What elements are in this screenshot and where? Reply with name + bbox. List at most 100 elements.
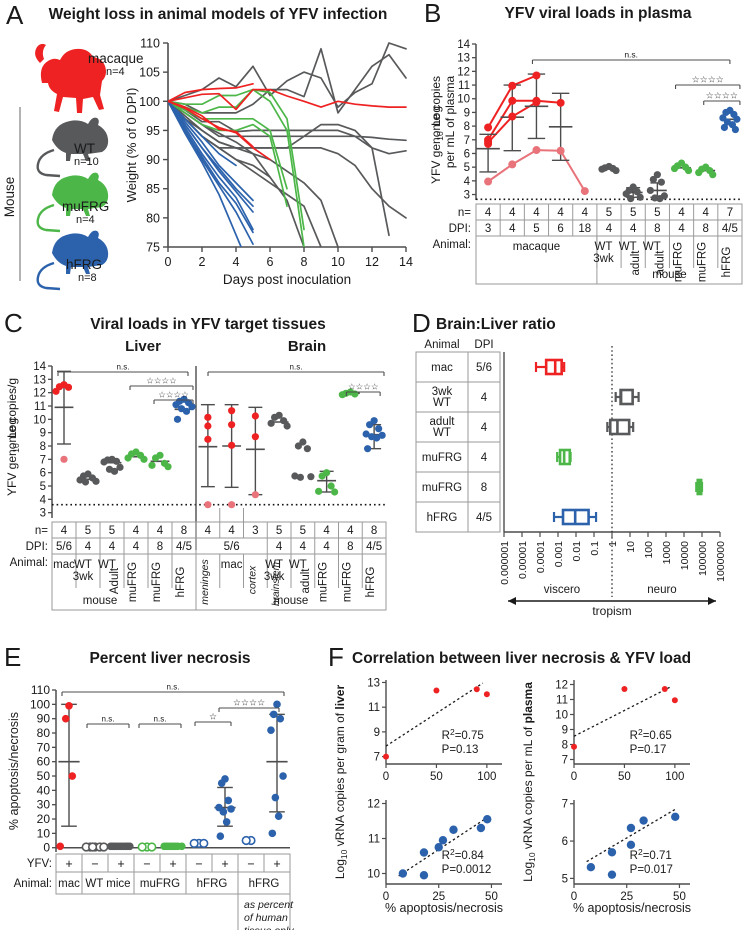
y-tick-label: 85 xyxy=(146,182,160,196)
d-table-cell-animal: adult xyxy=(430,416,456,428)
data-point xyxy=(571,743,577,750)
panel-c-title: Viral loads in YFV target tissues xyxy=(90,316,326,333)
table-cell-dpi: 4 xyxy=(630,223,637,235)
x-tick-label: 100 xyxy=(665,771,684,783)
d-table-cell-dpi: 4 xyxy=(481,422,488,434)
table-cell-n: 7 xyxy=(727,207,733,219)
y-tick-label: 95 xyxy=(146,124,160,138)
stat-label: ☆ xyxy=(209,712,217,722)
data-point xyxy=(148,461,156,469)
table-cell-animal: hFRG xyxy=(365,567,377,598)
data-point xyxy=(269,710,278,719)
table-cell-animal-sub: 3wk xyxy=(264,571,285,583)
table-cell-animal: hFRG xyxy=(721,247,733,278)
y-tick-label: 8 xyxy=(562,740,568,752)
y-tick-label: 12 xyxy=(367,799,380,811)
y-axis-label-1: Log xyxy=(5,418,19,438)
table-cell-dpi: 5/6 xyxy=(224,541,240,553)
table-cell-n: 4 xyxy=(678,207,685,219)
regression-line xyxy=(385,682,484,747)
legend-mouse-mufrg xyxy=(36,172,109,233)
table-cell-dpi: 4 xyxy=(323,541,330,553)
data-point xyxy=(722,108,730,117)
data-point-pale xyxy=(204,501,212,509)
data-point xyxy=(251,412,259,420)
table-cell-animal: mac xyxy=(221,559,243,571)
f-left-x-label: % apoptosis/necrosis xyxy=(385,901,503,915)
f-right-y-label: Log10 vRNA copies per mL of plasma xyxy=(521,682,537,882)
data-point xyxy=(61,714,70,723)
d-x-tick-label: 0.000001 xyxy=(499,541,511,585)
r-squared-label: R2=0.75 xyxy=(442,727,484,742)
d-box-muFRG 4 xyxy=(556,448,572,466)
data-point xyxy=(338,391,346,399)
data-point xyxy=(331,488,339,496)
data-point xyxy=(419,871,429,880)
d-table-cell-animal: muFRG xyxy=(422,482,462,494)
d-x-tick-label: 1 xyxy=(607,541,619,547)
table-mouse-label: mouse xyxy=(83,595,118,607)
x-tick-label: 8 xyxy=(301,255,308,269)
data-point-pale xyxy=(580,187,589,196)
data-point xyxy=(586,863,596,872)
legend-label-hfrg: hFRG xyxy=(66,257,102,272)
y-tick-label: 20 xyxy=(37,812,51,826)
data-point xyxy=(271,793,280,802)
panel-a-figure: macaquen=4WTn=10muFRGn=4hFRGn=8Mouse7580… xyxy=(2,37,413,291)
y-tick-label: 9 xyxy=(40,428,46,440)
y-tick-label: 13 xyxy=(367,677,380,689)
table-cell-animal: brainstem xyxy=(271,562,282,606)
y-axis-label: % apoptosis/necrosis xyxy=(7,712,21,830)
e-table-cell-yfv: + xyxy=(169,857,176,871)
data-point xyxy=(65,701,73,710)
table-row-label: DPI: xyxy=(449,223,471,235)
y-tick-label: 50 xyxy=(37,769,51,783)
data-point xyxy=(383,753,389,760)
macaque-track-1 xyxy=(487,99,561,141)
y-tick-label: 75 xyxy=(146,241,160,255)
x-tick-label: 25 xyxy=(620,891,633,903)
legend-mouse-wt xyxy=(36,117,109,178)
y-tick-label: 10 xyxy=(367,869,380,881)
x-tick-label: 0 xyxy=(383,891,389,903)
y-tick-label: 13 xyxy=(457,53,470,65)
table-cell-dpi: 4 xyxy=(85,541,92,553)
table-cell-dpi: 18 xyxy=(578,223,591,235)
stat-label: ☆☆☆☆ xyxy=(146,376,177,386)
y-tick-label: 110 xyxy=(140,37,160,51)
p-value-label: P=0.17 xyxy=(630,744,667,756)
regression-line xyxy=(573,686,672,737)
panel-e: E Percent liver necrosis 0 10 20 30 40 50 60 70… xyxy=(0,630,320,930)
data-point xyxy=(419,848,429,857)
y-tick-label: 10 xyxy=(33,414,46,426)
table-cell-dpi: 4 xyxy=(678,223,685,235)
y-tick-label: 12 xyxy=(555,680,568,692)
x-tick-label: 0 xyxy=(165,255,172,269)
p-value-label: P=0.017 xyxy=(630,864,673,876)
table-cell-n: 4 xyxy=(485,207,492,219)
d-x-tick-label: 0.00001 xyxy=(517,541,529,579)
table-cell-animal: muFRG xyxy=(697,242,709,282)
d-x-tick-label: 0.01 xyxy=(571,541,583,562)
stat-label: ☆☆☆☆ xyxy=(706,91,738,101)
x-tick-label: 10 xyxy=(331,255,345,269)
table-cell-dpi: 8 xyxy=(703,223,709,235)
data-point xyxy=(627,195,635,203)
data-point xyxy=(164,463,172,471)
y-tick-label: 80 xyxy=(146,211,160,225)
y-tick-label: 11 xyxy=(556,695,568,707)
data-point xyxy=(241,835,251,846)
x-tick-label: 50 xyxy=(618,771,631,783)
data-point xyxy=(140,455,148,463)
panel-d-title: Brain:Liver ratio xyxy=(436,316,556,333)
data-point xyxy=(671,812,680,821)
d-viscero-label: viscero xyxy=(544,584,580,596)
subplot-f-tr: 7 8 9 10 11 12 0 50 100 R2=0.65 P=0.17 xyxy=(555,680,690,783)
table-cell-n: 5 xyxy=(630,207,636,219)
data-point xyxy=(124,842,132,851)
d-x-tick-label: 10000 xyxy=(679,541,691,570)
d-x-tick-label: 100000 xyxy=(697,541,709,576)
panel-c-subtitle-brain: Brain xyxy=(287,338,327,355)
d-x-tick-label: 0.1 xyxy=(589,541,601,556)
d-x-tick-label: 10 xyxy=(625,541,637,553)
